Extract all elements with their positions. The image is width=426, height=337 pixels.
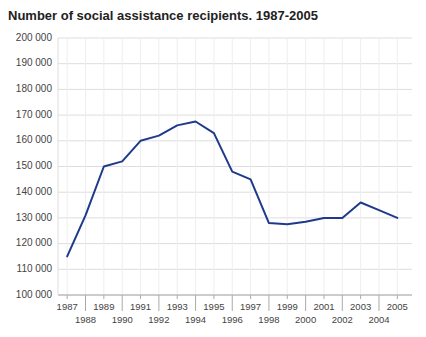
x-tick — [140, 295, 141, 299]
x-grid-line — [250, 38, 251, 295]
x-tick — [378, 295, 379, 311]
x-grid-line — [397, 38, 398, 295]
y-tick-label: 200 000 — [16, 32, 53, 43]
x-tick-label: 1997 — [240, 301, 261, 312]
y-tick-label: 190 000 — [16, 57, 53, 68]
y-tick-label: 150 000 — [16, 160, 53, 171]
x-tick — [177, 295, 178, 299]
background — [0, 0, 426, 337]
x-grid-line — [85, 38, 86, 295]
x-tick — [85, 295, 86, 311]
x-tick-label: 2000 — [295, 314, 316, 325]
data-line — [67, 122, 397, 257]
x-grid-line — [122, 38, 123, 295]
x-tick-label: 2005 — [387, 301, 408, 312]
title: Number of social assistance recipients. … — [8, 8, 318, 23]
x-tick-label: 1994 — [185, 314, 206, 325]
y-grid-line — [58, 269, 412, 270]
x-tick — [342, 295, 343, 311]
x-tick-label: 2003 — [350, 301, 371, 312]
x-axis-line — [58, 295, 412, 296]
x-tick-label: 1993 — [167, 301, 188, 312]
x-tick — [360, 295, 361, 299]
y-tick-label: 170 000 — [16, 109, 53, 120]
x-tick-label: 2002 — [332, 314, 353, 325]
y-grid-line — [58, 38, 412, 39]
y-tick-label: 130 000 — [16, 212, 53, 223]
x-tick — [158, 295, 159, 311]
x-grid-line — [195, 38, 196, 295]
y-grid-line — [58, 115, 412, 116]
x-tick-label: 1989 — [93, 301, 114, 312]
y-axis-line — [58, 38, 59, 295]
x-tick — [103, 295, 104, 299]
x-tick — [195, 295, 196, 311]
x-grid-line — [323, 38, 324, 295]
x-tick — [397, 295, 398, 299]
x-tick — [305, 295, 306, 311]
x-tick-label: 1995 — [203, 301, 224, 312]
y-tick-label: 180 000 — [16, 83, 53, 94]
y-grid-line — [58, 140, 412, 141]
x-grid-line — [213, 38, 214, 295]
x-tick-label: 1987 — [57, 301, 78, 312]
y-tick-label: 110 000 — [17, 263, 53, 274]
y-tick-label: 140 000 — [16, 186, 53, 197]
y-grid-line — [58, 243, 412, 244]
x-grid-line — [342, 38, 343, 295]
x-tick — [287, 295, 288, 299]
axes: 100 000 110 000 120 000 130 000 140 000 150 0… — [16, 32, 412, 325]
x-tick — [213, 295, 214, 299]
x-grid-line — [305, 38, 306, 295]
x-grid-line — [378, 38, 379, 295]
plot-area — [67, 122, 397, 257]
x-grid-line — [268, 38, 269, 295]
x-tick — [232, 295, 233, 311]
y-grid-line — [58, 295, 412, 296]
x-grid-line — [287, 38, 288, 295]
x-tick — [122, 295, 123, 311]
x-tick-label: 1988 — [75, 314, 96, 325]
y-grid-line — [58, 89, 412, 90]
x-tick-label: 1990 — [112, 314, 133, 325]
y-grid-line — [58, 166, 412, 167]
y-grid-line — [58, 192, 412, 193]
x-tick-label: 2004 — [368, 314, 389, 325]
x-grid-line — [158, 38, 159, 295]
chart: Number of social assistance recipients. … — [0, 0, 426, 337]
x-grid-line — [177, 38, 178, 295]
x-tick — [250, 295, 251, 299]
x-tick — [67, 295, 68, 299]
y-grid-line — [58, 217, 412, 218]
grid — [58, 38, 412, 295]
y-tick-label: 160 000 — [16, 134, 53, 145]
x-tick-label: 1996 — [222, 314, 243, 325]
y-tick-label: 100 000 — [16, 289, 53, 300]
x-tick-label: 1999 — [277, 301, 298, 312]
x-tick-label: 1991 — [130, 301, 151, 312]
x-grid-line — [232, 38, 233, 295]
x-tick-label: 1992 — [148, 314, 169, 325]
x-grid-line — [360, 38, 361, 295]
y-grid-line — [58, 63, 412, 64]
y-tick-label: 120 000 — [16, 237, 53, 248]
x-grid-line — [140, 38, 141, 295]
x-tick — [323, 295, 324, 299]
x-tick-label: 1998 — [258, 314, 279, 325]
x-tick-label: 2001 — [313, 301, 334, 312]
x-tick — [268, 295, 269, 311]
